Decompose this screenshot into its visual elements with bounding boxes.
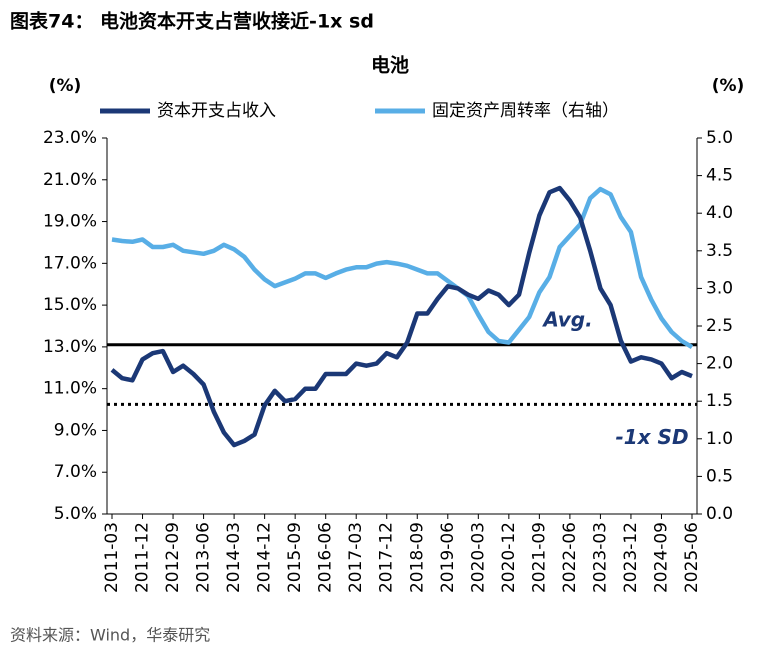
x-tick-label: 2025-06 (682, 522, 702, 593)
x-tick-label: 2013-06 (194, 522, 214, 593)
x-tick-label: 2014-03 (224, 522, 244, 593)
x-tick-label: 2019-06 (438, 522, 458, 593)
series-line (110, 185, 693, 448)
x-tick-label: 2020-12 (499, 522, 519, 593)
legend-label: 资本开支占收入 (157, 101, 276, 121)
y2-tick-label: 5.0 (706, 128, 733, 148)
y-tick-label: 19.0% (43, 212, 97, 232)
annotation: Avg. (541, 307, 592, 331)
y-tick-label: 7.0% (54, 462, 97, 482)
y2-tick-label: 1.0 (706, 429, 733, 449)
x-tick-label: 2012-09 (163, 522, 183, 593)
y-tick-label: 5.0% (54, 504, 97, 524)
y-tick-label: 23.0% (43, 128, 97, 148)
x-tick-label: 2022-06 (560, 522, 580, 593)
x-tick-label: 2011-12 (133, 522, 153, 593)
x-tick-label: 2020-03 (468, 522, 488, 593)
x-tick-label: 2017-03 (346, 522, 366, 593)
y2-tick-label: 3.5 (706, 241, 733, 261)
x-tick-label: 2015-09 (285, 522, 305, 593)
series-line (111, 186, 694, 350)
y2-tick-label: 0.5 (706, 466, 733, 486)
legend-label: 固定资产周转率（右轴） (432, 101, 619, 121)
annotation: -1x SD (615, 425, 688, 449)
y-tick-label: 11.0% (43, 379, 97, 399)
x-tick-label: 2023-03 (590, 522, 610, 593)
y2-tick-label: 2.5 (706, 316, 733, 336)
y-tick-label: 13.0% (43, 337, 97, 357)
y2-tick-label: 0.0 (706, 504, 733, 524)
x-tick-label: 2017-12 (377, 522, 397, 593)
x-tick-label: 2018-09 (407, 522, 427, 593)
y-tick-label: 21.0% (43, 170, 97, 190)
y-tick-label: 9.0% (54, 420, 97, 440)
x-tick-label: 2023-12 (621, 522, 641, 593)
x-tick-label: 2024-09 (651, 522, 671, 593)
y2-tick-label: 3.0 (706, 278, 733, 298)
x-tick-label: 2011-03 (102, 522, 122, 593)
y-tick-label: 15.0% (43, 295, 97, 315)
source: 资料来源：Wind，华泰研究 (10, 626, 210, 645)
y2-tick-label: 4.5 (706, 166, 733, 186)
y2-tick-label: 4.0 (706, 203, 733, 223)
y2-tick-label: 1.5 (706, 391, 733, 411)
x-tick-label: 2021-09 (529, 522, 549, 593)
x-tick-label: 2014-12 (255, 522, 275, 593)
y2-axis-label: (%) (712, 76, 745, 96)
y2-tick-label: 2.0 (706, 354, 733, 374)
heading: 图表74： 电池资本开支占营收接近-1x sd (10, 10, 374, 33)
x-tick-label: 2016-06 (316, 522, 336, 593)
chart-title: 电池 (371, 54, 409, 77)
y-axis-label: (%) (49, 76, 82, 96)
y-tick-label: 17.0% (43, 253, 97, 273)
